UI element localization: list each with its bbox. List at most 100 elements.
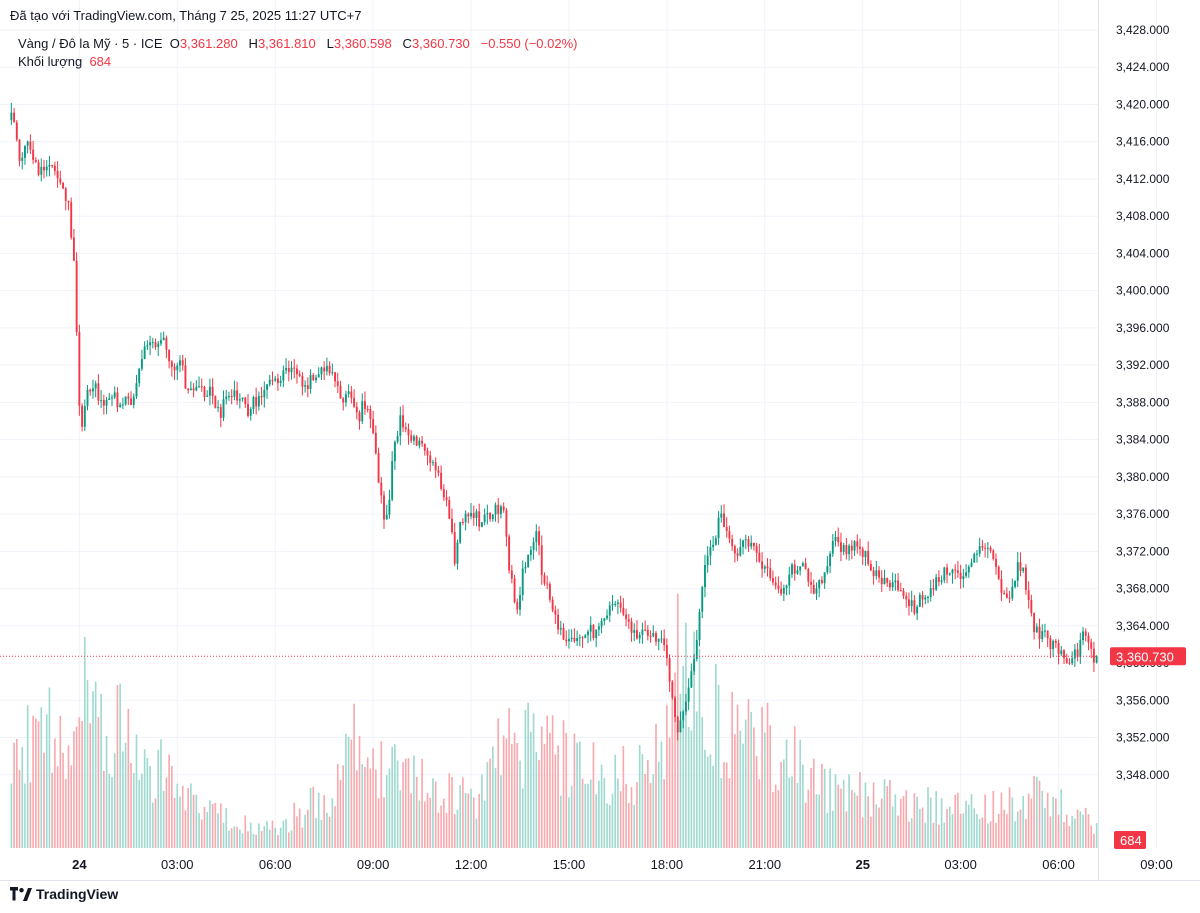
candle-body [1082, 631, 1084, 641]
candle-body [788, 574, 791, 586]
volume-bar [1074, 818, 1076, 848]
volume-bar [734, 734, 736, 848]
time-axis[interactable]: 24 03:00 06:00 09:00 12:00 15:00 18:00 21:00 25 0… [72, 857, 1200, 872]
chart-grid [0, 0, 1200, 881]
candle-body [701, 587, 704, 612]
volume-bar [587, 783, 589, 848]
candle-body [799, 566, 802, 571]
volume-bar [119, 683, 121, 848]
volume-bar [396, 760, 399, 848]
volume-bar [905, 790, 908, 848]
volume-bar [100, 694, 102, 848]
candle-body [51, 164, 54, 166]
tradingview-logo[interactable]: TradingView [10, 886, 118, 902]
volume-bar [241, 833, 244, 848]
candle-body [559, 627, 562, 630]
candle-body [568, 638, 570, 642]
candle-body [976, 553, 978, 555]
volume-bar [1079, 811, 1082, 848]
candle-body [970, 562, 973, 567]
candle-body [780, 588, 783, 594]
volume-bar [315, 818, 317, 848]
price-tick-label: 3,396.000 [1116, 321, 1170, 335]
candle-body [10, 112, 13, 121]
candle-body [29, 141, 32, 150]
candle-body [660, 638, 663, 640]
candle-body [1000, 578, 1003, 593]
volume-bar [418, 800, 421, 848]
candle-body [600, 621, 603, 627]
time-tick-label: 06:00 [259, 857, 292, 872]
price-tick-label: 3,384.000 [1116, 433, 1170, 447]
volume-bar [383, 797, 385, 848]
volume-bar [328, 816, 331, 848]
candle-body [1027, 590, 1030, 601]
volume-bar [108, 773, 111, 848]
candle-body [497, 504, 500, 514]
volume-bar [742, 743, 744, 848]
candle-body [595, 629, 598, 638]
volume-bar [693, 631, 695, 848]
candle-body [657, 639, 660, 642]
volume-bar [932, 822, 935, 848]
candle-body [45, 166, 48, 171]
volume-bar [255, 834, 257, 848]
volume-bar [440, 805, 442, 848]
volume-bar [728, 778, 731, 848]
volume-bar [459, 785, 461, 848]
candle-body [736, 553, 739, 556]
volume-bar [380, 741, 383, 848]
volume-bar [391, 746, 393, 848]
volume-bar [1041, 790, 1044, 848]
volume-bar [326, 812, 328, 848]
volume-bar [943, 822, 946, 848]
candle-body [290, 367, 293, 373]
volume-bar [141, 773, 143, 848]
volume-bar [674, 672, 676, 848]
volume-bar [372, 748, 374, 848]
volume-bar [116, 685, 119, 848]
candle-body [478, 511, 481, 527]
volume-bar [274, 827, 277, 848]
volume-bar [1093, 833, 1095, 848]
candle-body [62, 182, 64, 189]
candle-body [502, 506, 505, 511]
change-value: −0.550 (−0.02%) [480, 36, 578, 51]
volume-bar [519, 760, 521, 848]
candle-body [818, 580, 821, 589]
volume-bar [636, 782, 638, 848]
candle-body [529, 549, 532, 555]
candle-body [369, 409, 372, 419]
time-tick-label: 03:00 [944, 857, 977, 872]
volume-bar [239, 829, 241, 848]
volume-bar [434, 781, 437, 848]
volume-bar [780, 761, 782, 848]
candle-body [880, 577, 883, 585]
volume-label[interactable]: Khối lượng [18, 54, 83, 69]
candle-body [878, 570, 880, 578]
volume-bar [783, 759, 785, 848]
volume-bar [176, 783, 179, 848]
candle-body [777, 585, 780, 589]
candle-body [714, 538, 717, 545]
volume-bar [475, 818, 478, 848]
volume-bar [1046, 792, 1049, 848]
volume-bar [823, 768, 826, 848]
candle-body [143, 346, 146, 359]
symbol-label[interactable]: Vàng / Đô la Mỹ · 5 · ICE [18, 36, 163, 51]
volume-bar [989, 821, 992, 848]
price-axis[interactable]: 3,428.000 3,424.000 3,420.000 3,416.000 3,41… [1116, 23, 1170, 782]
volume-bar [410, 793, 413, 848]
close-value: 3,360.730 [411, 36, 470, 51]
candle-body [432, 462, 434, 464]
candle-body [535, 531, 538, 543]
volume-bar [1076, 809, 1079, 848]
volume-bar [268, 829, 271, 848]
volume-bar [981, 817, 984, 848]
candle-body [625, 614, 628, 620]
volume-bar [198, 813, 200, 848]
volume-bar [211, 803, 214, 848]
volume-bar [312, 786, 315, 848]
volume-bar [1087, 814, 1090, 848]
